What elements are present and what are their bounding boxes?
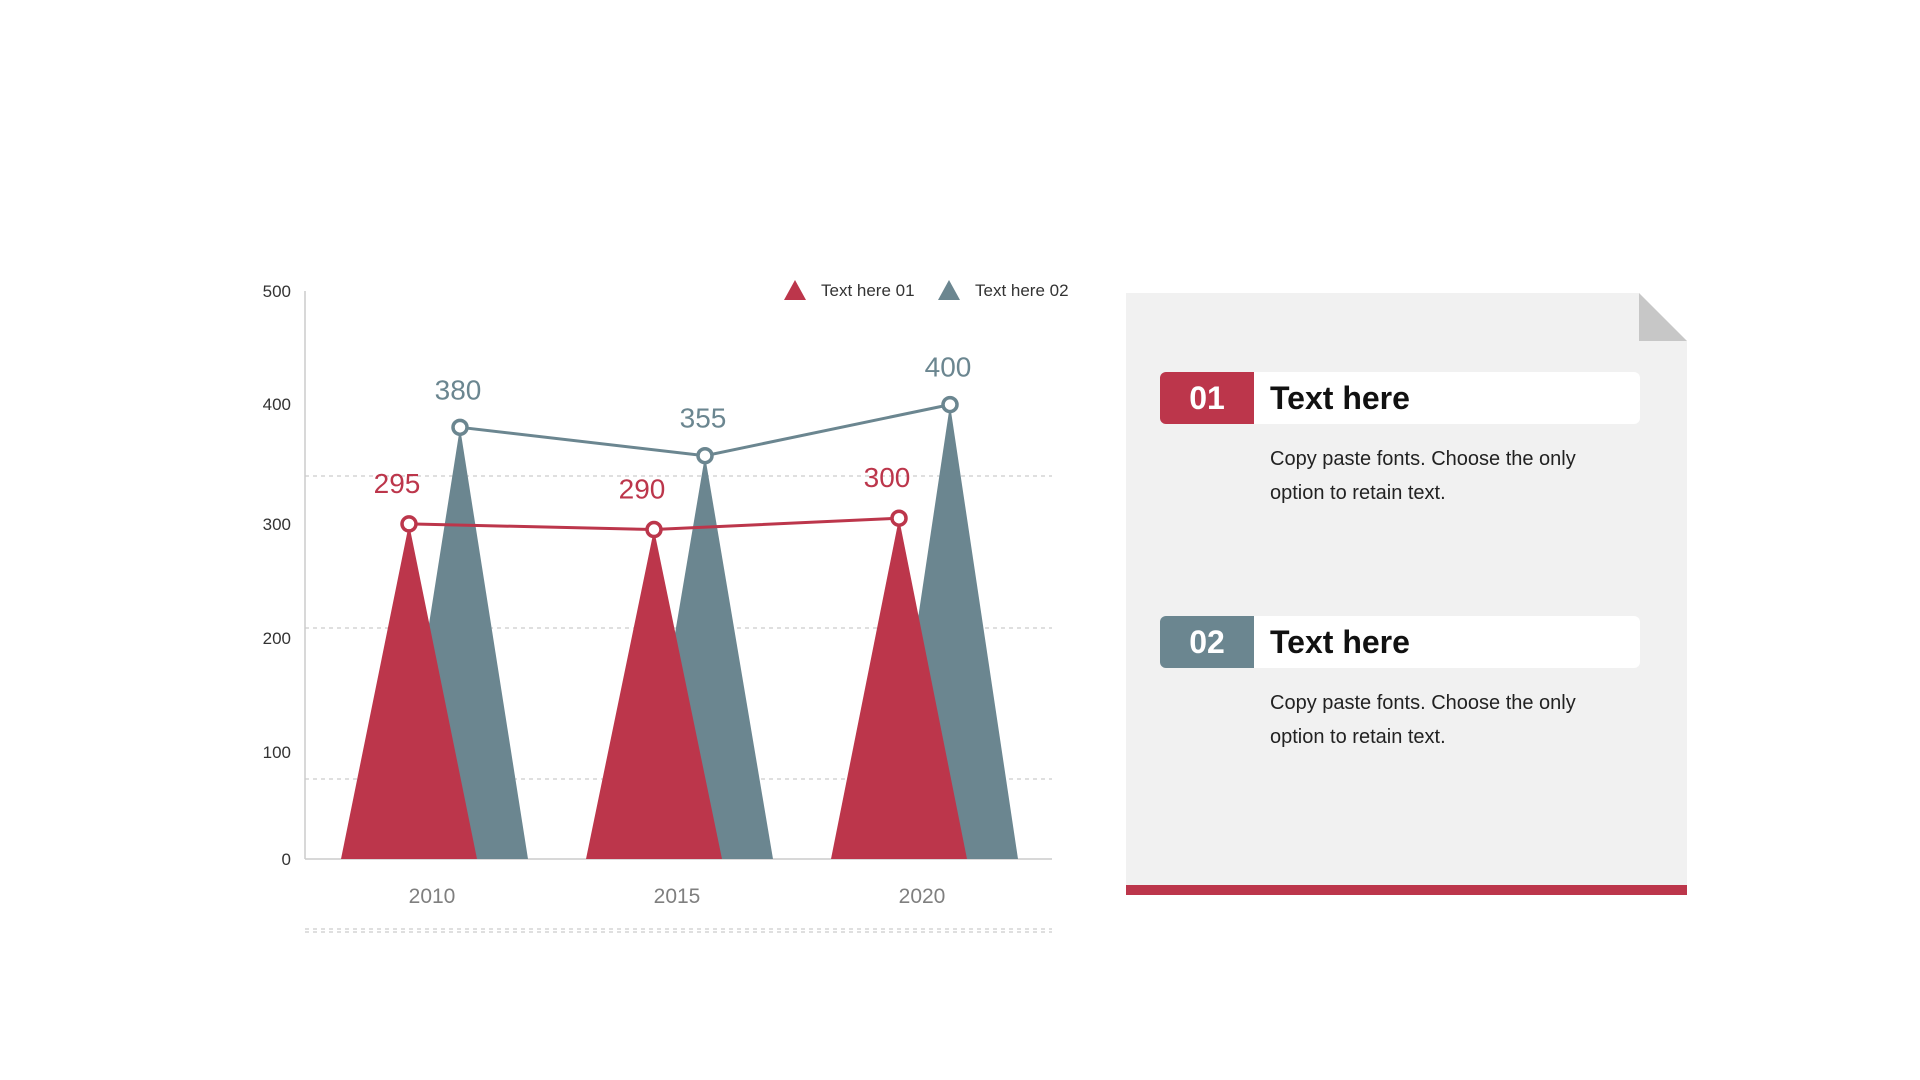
item-01-badge: 01: [1160, 372, 1254, 424]
legend-label-series-1: Text here 01: [821, 281, 915, 300]
panel-bottom-bar: [1126, 885, 1687, 895]
x-tick-label: 2010: [409, 885, 456, 908]
item-01-desc-line-2: option to retain text.: [1270, 482, 1446, 504]
series-1-triangle-2010: [341, 523, 477, 859]
y-tick-label: 300: [263, 515, 291, 534]
series-1-value-label: 295: [374, 468, 421, 499]
series-1-point-2010: [400, 515, 418, 533]
item-01-title-box: Text here: [1254, 372, 1640, 424]
legend-marker-series-1: [784, 280, 806, 300]
y-tick-label: 200: [263, 629, 291, 648]
series-1-point-2015: [645, 520, 663, 539]
series-1-value-label: 290: [619, 474, 666, 505]
series-2-point-2010: [451, 418, 469, 437]
x-tick-label: 2020: [899, 885, 946, 908]
item-02-desc-line-1: Copy paste fonts. Choose the only: [1270, 692, 1576, 714]
series-1-point-2020: [890, 509, 908, 527]
y-tick-label: 500: [263, 282, 291, 301]
item-02-title-box: Text here: [1254, 616, 1640, 668]
series-1-triangle-2020: [831, 518, 967, 859]
item-02-description: Copy paste fonts. Choose the only option…: [1270, 686, 1610, 754]
series-2-value-label: 380: [435, 374, 482, 405]
item-02-title: Text here: [1270, 623, 1410, 660]
legend-label-series-2: Text here 02: [975, 281, 1069, 300]
item-01-description: Copy paste fonts. Choose the only option…: [1270, 442, 1610, 510]
chart: 500 400 300 200 100 0 380 295 355 290 400 300 2010 20…: [263, 280, 1069, 933]
series-2-point-2020: [941, 395, 959, 414]
page-fold-corner: [1639, 293, 1687, 341]
item-01-desc-line-1: Copy paste fonts. Choose the only: [1270, 448, 1576, 470]
item-02-desc-line-2: option to retain text.: [1270, 726, 1446, 748]
series-1-triangle-2015: [586, 529, 722, 859]
x-tick-label: 2015: [654, 885, 701, 908]
series-2-value-label: 355: [680, 403, 727, 434]
item-02-badge: 02: [1160, 616, 1254, 668]
item-01-title: Text here: [1270, 379, 1410, 416]
legend-marker-series-2: [938, 280, 960, 300]
item-02-number: 02: [1189, 623, 1225, 660]
y-tick-label: 400: [263, 395, 291, 414]
series-2-point-2015: [696, 446, 714, 465]
series-1-value-label: 300: [864, 462, 911, 493]
y-tick-label: 100: [263, 743, 291, 762]
item-01-number: 01: [1189, 379, 1225, 416]
series-2-value-label: 400: [925, 352, 972, 383]
y-tick-label: 0: [282, 850, 291, 869]
